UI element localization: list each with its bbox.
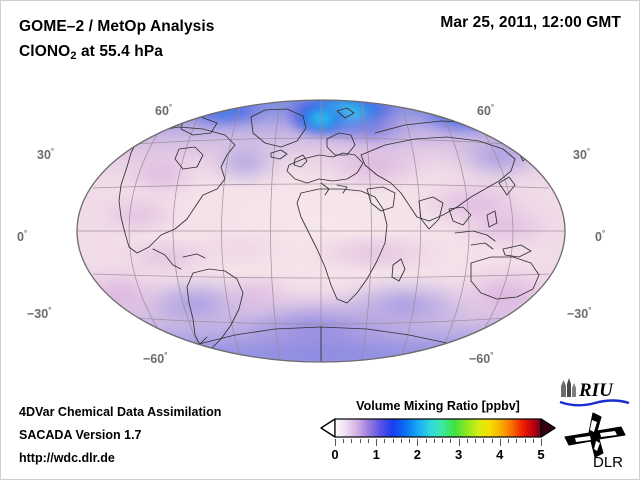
lat-label-right-0: 0°	[595, 229, 606, 244]
lat-label-right-minus60: −60°	[469, 351, 494, 366]
colorbar-minor-tick	[384, 439, 386, 443]
riu-wordmark: RIU	[578, 380, 614, 401]
page-title: GOME–2 / MetOp Analysis ClONO2 at 55.4 h…	[19, 14, 215, 69]
riu-logo: RIU	[557, 377, 631, 407]
colorbar-minor-tick	[359, 439, 361, 443]
dlr-logo: DLR	[563, 411, 631, 471]
colorbar-minor-tick	[433, 439, 435, 443]
colorbar-major-tick	[499, 439, 501, 446]
graticule	[77, 100, 565, 362]
lat-label-left-minus60: −60°	[143, 351, 168, 366]
colorbar-ticks	[319, 439, 557, 447]
hammer-projection-map	[76, 99, 566, 363]
colorbar-minor-tick	[508, 439, 510, 443]
colorbar-minor-tick	[343, 439, 345, 443]
map-outline	[76, 99, 566, 363]
colorbar-minor-tick	[409, 439, 411, 443]
colorbar: Volume Mixing Ratio [ppbv]	[319, 399, 557, 465]
dlr-icon-cut	[575, 420, 617, 451]
colorbar-minor-tick	[367, 439, 369, 443]
timestamp: Mar 25, 2011, 12:00 GMT	[440, 14, 621, 31]
colorbar-minor-tick	[524, 439, 526, 443]
colorbar-gradient	[319, 417, 557, 439]
colorbar-minor-tick	[450, 439, 452, 443]
lat-label-left-minus30: −30°	[27, 306, 52, 321]
riu-wave-icon	[559, 399, 630, 407]
colorbar-minor-tick	[466, 439, 468, 443]
colorbar-minor-tick	[491, 439, 493, 443]
colorbar-minor-tick	[400, 439, 402, 443]
title-line-1: GOME–2 / MetOp Analysis	[19, 18, 215, 35]
dlr-bird-icon	[564, 412, 626, 458]
colorbar-tick-label: 2	[413, 447, 422, 462]
colorbar-major-tick	[335, 439, 336, 446]
title-line-2: ClONO2 at 55.4 hPa	[19, 39, 215, 69]
colorbar-minor-tick	[425, 439, 427, 443]
lat-label-left-0: 0°	[17, 229, 28, 244]
colorbar-major-tick	[458, 439, 460, 446]
footer-line-3[interactable]: http://wdc.dlr.de	[19, 451, 115, 465]
colorbar-minor-tick	[442, 439, 444, 443]
lat-label-left-30: 30°	[37, 147, 55, 162]
lat-label-right-30: 30°	[573, 147, 591, 162]
lat-label-right-minus30: −30°	[567, 306, 592, 321]
colorbar-title: Volume Mixing Ratio [ppbv]	[356, 399, 520, 413]
colorbar-tick-label: 1	[372, 447, 380, 462]
colorbar-tick-label: 0	[331, 447, 339, 462]
colorbar-minor-tick	[483, 439, 485, 443]
dlr-wordmark: DLR	[593, 454, 623, 469]
riu-tower-icon	[561, 378, 576, 397]
globe-container	[75, 97, 567, 365]
colorbar-minor-tick	[392, 439, 394, 443]
colorbar-major-tick	[417, 439, 419, 446]
colorbar-major-tick	[541, 439, 542, 446]
lat-label-right-60: 60°	[477, 103, 495, 118]
footer-credits: 4DVar Chemical Data Assimilation SACADA …	[19, 401, 221, 470]
colorbar-major-tick	[376, 439, 378, 446]
pressure-level: at 55.4 hPa	[76, 43, 164, 60]
footer-line-2: SACADA Version 1.7	[19, 428, 142, 442]
colorbar-tick-label: 5	[537, 447, 545, 462]
colorbar-minor-tick	[475, 439, 477, 443]
map-panel: 60° 30° 0° −30° −60° 60° 30° 0° −30° −60…	[17, 89, 606, 374]
species-subscript: 2	[70, 50, 77, 62]
colorbar-minor-tick	[532, 439, 534, 443]
colorbar-tick-labels: 0 1 2 3 4 5	[319, 447, 557, 465]
colorbar-tick-label: 3	[454, 447, 463, 462]
colorbar-minor-tick	[351, 439, 353, 443]
lat-label-left-60: 60°	[155, 103, 173, 118]
footer-line-1: 4DVar Chemical Data Assimilation	[19, 405, 222, 419]
colorbar-minor-tick	[516, 439, 518, 443]
species-name: ClONO	[19, 43, 71, 60]
colorbar-tick-label: 4	[496, 447, 504, 462]
